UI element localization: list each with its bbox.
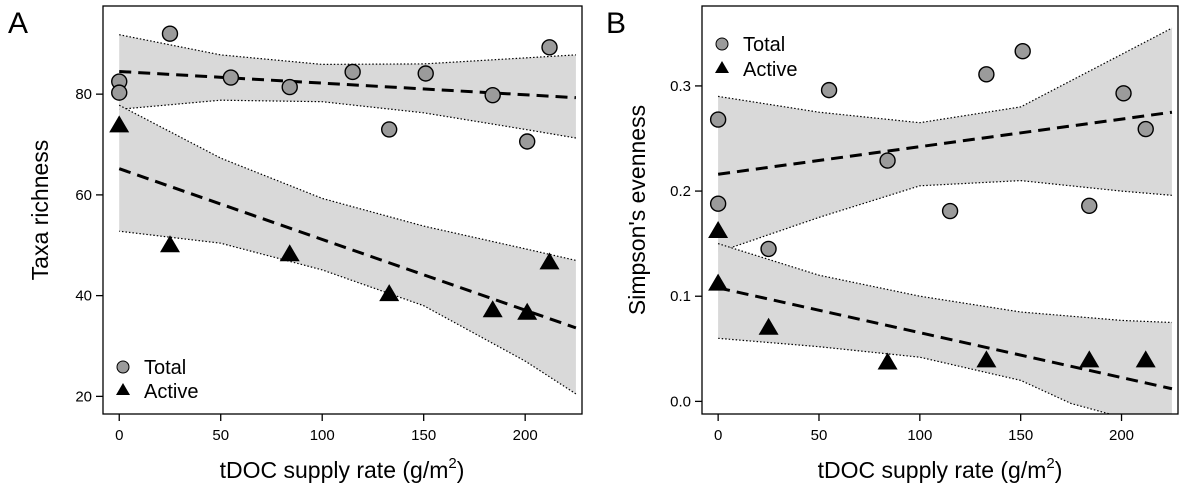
total-point — [820, 81, 838, 99]
panel-b-plot-area — [708, 27, 1173, 414]
total-ci-lower-line — [717, 179, 1172, 253]
total-point — [484, 86, 501, 104]
total-point — [1014, 43, 1031, 60]
active-point — [160, 235, 180, 253]
total-point — [541, 39, 558, 56]
panel-b-y-axis-title: Simpson's evenness — [624, 105, 650, 315]
total-point — [879, 152, 896, 169]
panel-a-letter: A — [8, 7, 28, 40]
panel-b-x-axis-title: tDOC supply rate (g/m2) — [818, 455, 1063, 483]
active-ci-upper-line — [717, 243, 1172, 324]
legend-active-label: Active — [743, 59, 797, 81]
total-point — [281, 78, 298, 96]
total-fit-line — [717, 110, 1173, 176]
panel-a-x-axis-title: tDOC supply rate (g/m2) — [220, 455, 465, 483]
active-point — [109, 115, 130, 133]
x-tick-label: 100 — [907, 427, 932, 444]
total-point — [978, 66, 995, 83]
total-confidence-band — [718, 28, 1172, 253]
active-point — [758, 317, 779, 335]
active-point — [708, 273, 729, 291]
x-tick-label: 100 — [310, 427, 335, 444]
panel-a-plot-area — [109, 25, 577, 395]
panel-a-legend: Total Active — [116, 357, 198, 403]
total-point — [417, 65, 434, 82]
active-fit-line — [118, 167, 577, 330]
y-tick-label: 60 — [75, 187, 92, 204]
legend-total-label: Total — [144, 357, 186, 379]
legend-total-marker — [116, 360, 130, 374]
x-tick-label: 200 — [1109, 427, 1134, 444]
panel-a-x-axis: 0 50 100 150 200 — [115, 414, 538, 444]
total-ci-upper-line — [119, 34, 576, 66]
total-point — [111, 84, 128, 101]
panel-a-y-axis-title: Taxa richness — [27, 140, 53, 281]
active-point — [379, 284, 400, 302]
y-tick-label: 0.2 — [670, 183, 691, 200]
total-point — [222, 69, 240, 86]
x-tick-label: 150 — [1008, 427, 1033, 444]
panel-b-plot-frame — [701, 5, 1179, 415]
total-point — [709, 195, 727, 212]
total-ci-upper-line — [718, 27, 1173, 124]
y-tick-label: 80 — [75, 86, 92, 103]
legend-active-label: Active — [144, 381, 198, 403]
panel-b-legend: Total Active — [715, 34, 797, 81]
y-tick-label: 0.3 — [670, 78, 691, 95]
legend-active-marker — [116, 383, 130, 395]
y-tick-label: 20 — [75, 388, 92, 405]
active-ci-upper-line — [118, 104, 577, 261]
x-tick-label: 50 — [811, 427, 828, 444]
total-point — [709, 111, 727, 128]
legend-total-marker — [715, 37, 729, 51]
x-tick-label: 200 — [513, 427, 538, 444]
panel-b: B 0 50 100 150 200 0.0 0.1 0.2 0.3 tDOC supply … — [606, 5, 1179, 483]
panel-b-fit-lines — [717, 110, 1173, 391]
active-confidence-band — [718, 243, 1172, 414]
total-point — [1137, 120, 1154, 138]
total-point — [380, 121, 398, 138]
total-point — [1081, 197, 1098, 214]
y-tick-label: 0.1 — [670, 288, 691, 305]
panel-a: A 0 50 100 150 200 20 40 60 80 tDOC supply rate… — [8, 5, 583, 483]
x-tick-label: 50 — [212, 427, 229, 444]
panel-a-points — [109, 25, 560, 320]
x-tick-label: 0 — [714, 427, 722, 444]
legend-active-marker — [715, 61, 729, 73]
panel-a-plot-frame — [102, 5, 583, 415]
active-point — [877, 352, 898, 370]
legend-total-label: Total — [743, 34, 785, 56]
x-tick-label: 150 — [411, 427, 436, 444]
active-point — [482, 300, 503, 318]
active-ci-lower-line — [119, 230, 577, 395]
active-confidence-band — [119, 105, 576, 394]
total-point — [344, 63, 361, 81]
total-ci-lower-line — [119, 99, 577, 139]
y-tick-label: 40 — [75, 288, 92, 305]
active-point — [708, 221, 729, 238]
active-point — [1079, 350, 1100, 368]
panel-b-x-axis: 0 50 100 150 200 — [714, 414, 1134, 444]
y-tick-label: 0.0 — [670, 393, 691, 410]
x-tick-label: 0 — [115, 427, 123, 444]
panel-b-points — [708, 43, 1156, 370]
active-point — [279, 244, 300, 262]
total-point — [941, 202, 959, 220]
active-point — [976, 350, 997, 368]
total-point — [518, 133, 536, 150]
panel-b-confidence-bands — [717, 27, 1173, 414]
panel-a-y-axis: 20 40 60 80 — [75, 86, 103, 405]
active-point — [1135, 350, 1156, 368]
panel-b-letter: B — [606, 7, 626, 40]
total-confidence-band — [119, 34, 576, 139]
total-point — [760, 240, 777, 258]
active-fit-line — [717, 286, 1173, 391]
active-point — [517, 302, 538, 320]
total-point — [1115, 85, 1132, 102]
panel-b-y-axis: 0.0 0.1 0.2 0.3 — [670, 78, 702, 410]
total-point — [161, 25, 179, 42]
active-point — [539, 252, 560, 270]
panel-a-confidence-bands — [118, 34, 577, 395]
